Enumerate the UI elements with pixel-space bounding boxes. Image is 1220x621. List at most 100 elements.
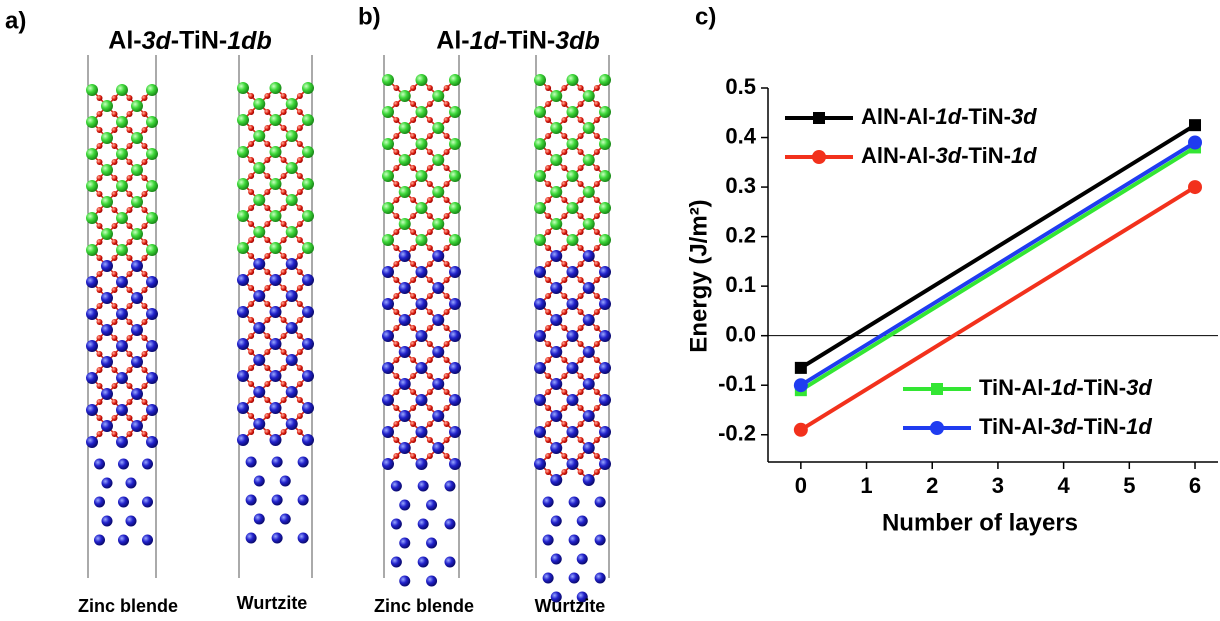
atom [141, 287, 148, 293]
atom [593, 389, 600, 395]
atom [577, 277, 584, 283]
atom [561, 325, 568, 331]
atom [302, 178, 314, 190]
atom [398, 346, 411, 358]
atom [561, 309, 568, 315]
atom [577, 357, 584, 363]
atom [577, 389, 584, 395]
atom [253, 130, 266, 142]
atom [534, 266, 546, 278]
atom [285, 290, 298, 302]
atom [86, 244, 98, 256]
atom [245, 456, 257, 468]
atom [410, 133, 417, 139]
atom [534, 426, 546, 438]
atom [550, 553, 562, 565]
atom [443, 341, 450, 347]
atom [398, 250, 411, 262]
legend-label: AlN-Al-1d-TiN-3d [861, 104, 1037, 129]
atom [382, 298, 394, 310]
atom [593, 133, 600, 139]
atom [248, 365, 255, 371]
atom [599, 458, 611, 470]
x-tick-label: 3 [992, 473, 1004, 498]
atom [594, 572, 606, 584]
atom [146, 116, 158, 128]
atom [415, 170, 428, 182]
atom [594, 496, 606, 508]
atom [561, 117, 568, 123]
atom [253, 475, 265, 487]
atom [577, 229, 584, 235]
legend-label: TiN-Al-3d-TiN-1d [979, 414, 1152, 439]
atom [426, 341, 433, 347]
x-tick-label: 6 [1189, 473, 1201, 498]
atom [550, 515, 562, 527]
atom [426, 537, 438, 549]
marker [793, 422, 808, 437]
atom [426, 373, 433, 379]
atom [415, 458, 428, 470]
atom [146, 340, 158, 352]
atom [561, 357, 568, 363]
atom [141, 127, 148, 133]
atom [296, 397, 303, 403]
atom [582, 122, 595, 134]
atom [280, 349, 287, 355]
atom [248, 349, 255, 355]
atom [550, 410, 563, 422]
atom [382, 138, 394, 150]
atom [393, 117, 400, 123]
atom [269, 338, 282, 350]
atom [449, 266, 461, 278]
atom [253, 386, 266, 398]
atom [264, 141, 271, 147]
atom [566, 458, 579, 470]
atom [101, 132, 113, 144]
atom [393, 437, 400, 443]
atom [399, 537, 411, 549]
atom [96, 111, 103, 117]
atom [118, 496, 129, 508]
atom [534, 298, 546, 310]
atom [393, 389, 400, 395]
atom [393, 213, 400, 219]
atom [237, 306, 249, 318]
atom [296, 125, 303, 131]
atom [393, 181, 400, 187]
x-tick-label: 5 [1123, 473, 1135, 498]
atom [285, 354, 298, 366]
atom [264, 429, 271, 435]
atom [426, 149, 433, 155]
y-tick-label: -0.2 [718, 421, 756, 446]
atom [545, 389, 552, 395]
atom [426, 499, 438, 511]
atom [264, 397, 271, 403]
atom [534, 202, 546, 214]
atom [593, 421, 600, 427]
atom [111, 303, 118, 309]
atom [302, 114, 314, 126]
atom [116, 404, 128, 416]
atom [237, 338, 249, 350]
atom [111, 319, 118, 325]
atom [566, 298, 579, 310]
atom [111, 127, 118, 133]
atom [253, 290, 266, 302]
atom [545, 101, 552, 107]
atom [545, 245, 552, 251]
atom [101, 292, 113, 304]
atom [126, 351, 133, 357]
atom [101, 100, 113, 112]
atom [443, 453, 450, 459]
atom [582, 442, 595, 454]
atom [599, 330, 611, 342]
atom [577, 421, 584, 427]
atom [302, 146, 314, 158]
atom [382, 106, 394, 118]
atom [248, 141, 255, 147]
atom [131, 356, 143, 368]
atom [296, 237, 303, 243]
atom [593, 165, 600, 171]
atom [561, 421, 568, 427]
